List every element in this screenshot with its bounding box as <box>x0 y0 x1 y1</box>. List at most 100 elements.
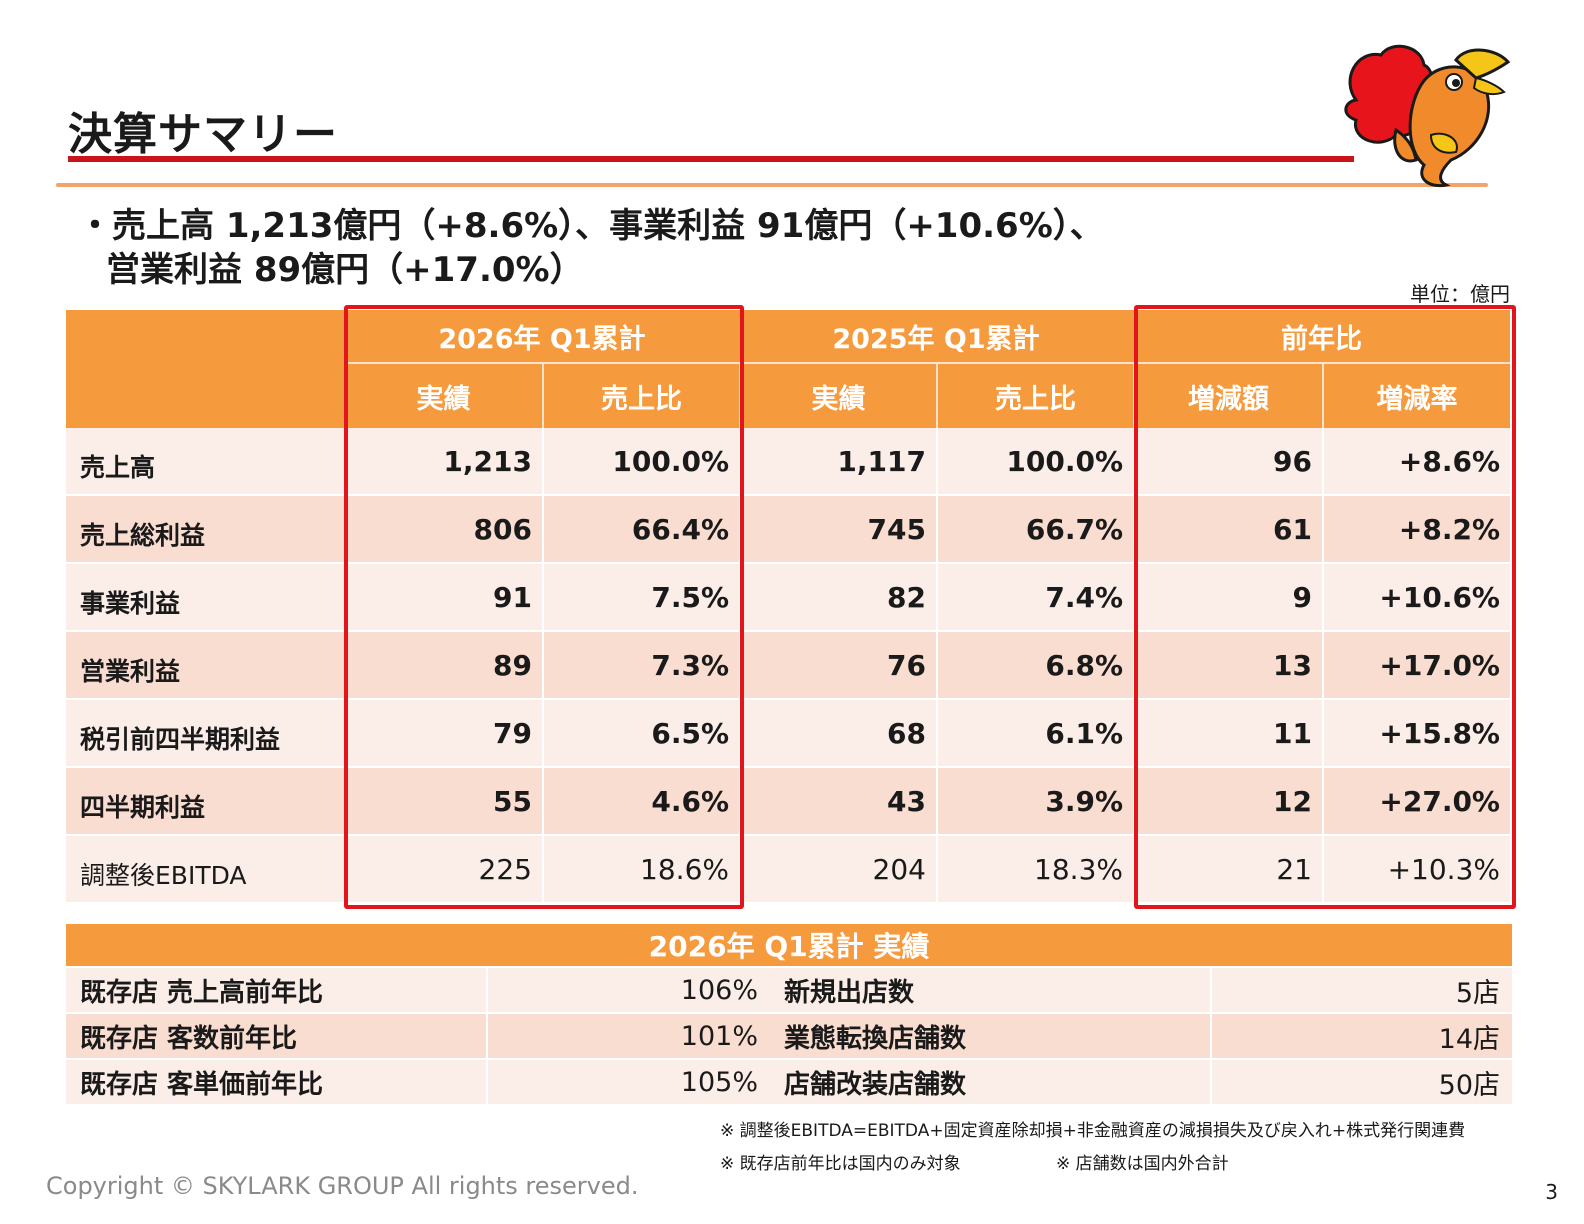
header-group-yoy: 前年比 <box>1133 310 1510 364</box>
cell-value: 12 <box>1133 768 1322 836</box>
cell-value: 68 <box>739 700 936 768</box>
cell-value: 11 <box>1133 700 1322 768</box>
table-header-row-2: 実績 売上比 実績 売上比 増減額 増減率 <box>66 364 1510 428</box>
cell-value: 76 <box>739 632 936 700</box>
cell-value: +8.2% <box>1322 496 1510 564</box>
cell-value: 6.1% <box>936 700 1133 768</box>
copyright: Copyright © SKYLARK GROUP All rights res… <box>46 1172 639 1200</box>
cell-value: 18.3% <box>936 836 1133 904</box>
kpi-value: 50店 <box>1210 1058 1512 1104</box>
cell-value: 6.8% <box>936 632 1133 700</box>
title-rule-orange <box>56 183 1488 187</box>
kpi-value: 106% <box>486 966 770 1012</box>
footnote-store-count: ※ 店舗数は国内外合計 <box>1056 1154 1229 1174</box>
row-label: 税引前四半期利益 <box>66 700 345 768</box>
chicken-mascot-icon <box>1344 44 1511 188</box>
cell-value: 89 <box>345 632 542 700</box>
footnote-existing-stores: ※ 既存店前年比は国内のみ対象 <box>720 1154 961 1174</box>
cell-value: +15.8% <box>1322 700 1510 768</box>
cell-value: 91 <box>345 564 542 632</box>
cell-value: 6.5% <box>542 700 739 768</box>
header-group-2026: 2026年 Q1累計 <box>345 310 739 364</box>
subheader-ratio-2025: 売上比 <box>936 364 1133 428</box>
table-row: 事業利益 91 7.5% 82 7.4% 9 +10.6% <box>66 564 1510 632</box>
cell-value: 745 <box>739 496 936 564</box>
cell-value: 806 <box>345 496 542 564</box>
header-blank-cell <box>66 364 345 428</box>
subheader-change-rate: 増減率 <box>1322 364 1510 428</box>
cell-value: 100.0% <box>936 428 1133 496</box>
table-row: 四半期利益 55 4.6% 43 3.9% 12 +27.0% <box>66 768 1510 836</box>
cell-value: 61 <box>1133 496 1322 564</box>
header-group-2025: 2025年 Q1累計 <box>739 310 1133 364</box>
table-row: 調整後EBITDA 225 18.6% 204 18.3% 21 +10.3% <box>66 836 1510 904</box>
financial-summary-table: 2026年 Q1累計 2025年 Q1累計 前年比 実績 売上比 実績 売上比 … <box>66 310 1510 904</box>
subheader-change-amount: 増減額 <box>1133 364 1322 428</box>
kpi-value: 105% <box>486 1058 770 1104</box>
cell-value: 100.0% <box>542 428 739 496</box>
cell-value: +27.0% <box>1322 768 1510 836</box>
footnote-ebitda: ※ 調整後EBITDA=EBITDA+固定資産除却損+非金融資産の減損損失及び戻… <box>720 1121 1466 1141</box>
summary-line-2: 営業利益 89億円（+17.0%） <box>106 250 584 290</box>
cell-value: 3.9% <box>936 768 1133 836</box>
kpi-value: 14店 <box>1210 1012 1512 1058</box>
table-row: 売上総利益 806 66.4% 745 66.7% 61 +8.2% <box>66 496 1510 564</box>
row-label: 売上総利益 <box>66 496 345 564</box>
cell-value: 18.6% <box>542 836 739 904</box>
cell-value: 4.6% <box>542 768 739 836</box>
row-label: 四半期利益 <box>66 768 345 836</box>
kpi-label: 既存店 客単価前年比 <box>66 1058 486 1104</box>
table-row: 営業利益 89 7.3% 76 6.8% 13 +17.0% <box>66 632 1510 700</box>
cell-value: 79 <box>345 700 542 768</box>
row-label: 売上高 <box>66 428 345 496</box>
subheader-actual-2026: 実績 <box>345 364 542 428</box>
table-row: 税引前四半期利益 79 6.5% 68 6.1% 11 +15.8% <box>66 700 1510 768</box>
subheader-ratio-2026: 売上比 <box>542 364 739 428</box>
row-label: 営業利益 <box>66 632 345 700</box>
cell-value: 66.7% <box>936 496 1133 564</box>
cell-value: 1,117 <box>739 428 936 496</box>
kpi-table: 2026年 Q1累計 実績 既存店 売上高前年比 106% 新規出店数 5店 既… <box>66 924 1512 1104</box>
page-number: 3 <box>1545 1180 1558 1204</box>
kpi-label: 既存店 客数前年比 <box>66 1012 486 1058</box>
header-blank-cell <box>66 310 345 364</box>
summary-text: ・売上高 1,213億円（+8.6%）、事業利益 91億円（+10.6%）、 営… <box>78 204 1104 292</box>
kpi-value: 101% <box>486 1012 770 1058</box>
kpi-row: 既存店 客単価前年比 105% 店舗改装店舗数 50店 <box>66 1058 1512 1104</box>
kpi-label: 業態転換店舗数 <box>770 1012 1210 1058</box>
subheader-actual-2025: 実績 <box>739 364 936 428</box>
cell-value: 9 <box>1133 564 1322 632</box>
kpi-label: 新規出店数 <box>770 966 1210 1012</box>
cell-value: 7.5% <box>542 564 739 632</box>
kpi-label: 店舗改装店舗数 <box>770 1058 1210 1104</box>
cell-value: 21 <box>1133 836 1322 904</box>
kpi-value: 5店 <box>1210 966 1512 1012</box>
kpi-row: 既存店 売上高前年比 106% 新規出店数 5店 <box>66 966 1512 1012</box>
cell-value: 7.3% <box>542 632 739 700</box>
cell-value: +8.6% <box>1322 428 1510 496</box>
cell-value: 96 <box>1133 428 1322 496</box>
title-rule-red <box>68 156 1354 162</box>
cell-value: 204 <box>739 836 936 904</box>
table-row: 売上高 1,213 100.0% 1,117 100.0% 96 +8.6% <box>66 428 1510 496</box>
table-header-row-1: 2026年 Q1累計 2025年 Q1累計 前年比 <box>66 310 1510 364</box>
page-title: 決算サマリー <box>68 109 338 160</box>
cell-value: 225 <box>345 836 542 904</box>
cell-value: 55 <box>345 768 542 836</box>
cell-value: 43 <box>739 768 936 836</box>
kpi-row: 既存店 客数前年比 101% 業態転換店舗数 14店 <box>66 1012 1512 1058</box>
cell-value: 66.4% <box>542 496 739 564</box>
cell-value: 1,213 <box>345 428 542 496</box>
cell-value: +17.0% <box>1322 632 1510 700</box>
cell-value: +10.6% <box>1322 564 1510 632</box>
row-label: 調整後EBITDA <box>66 836 345 904</box>
cell-value: 82 <box>739 564 936 632</box>
unit-label: 単位：億円 <box>1410 282 1510 306</box>
cell-value: 13 <box>1133 632 1322 700</box>
summary-line-1: ・売上高 1,213億円（+8.6%）、事業利益 91億円（+10.6%）、 <box>78 206 1104 246</box>
kpi-label: 既存店 売上高前年比 <box>66 966 486 1012</box>
cell-value: +10.3% <box>1322 836 1510 904</box>
cell-value: 7.4% <box>936 564 1133 632</box>
kpi-table-header: 2026年 Q1累計 実績 <box>66 924 1512 966</box>
row-label: 事業利益 <box>66 564 345 632</box>
